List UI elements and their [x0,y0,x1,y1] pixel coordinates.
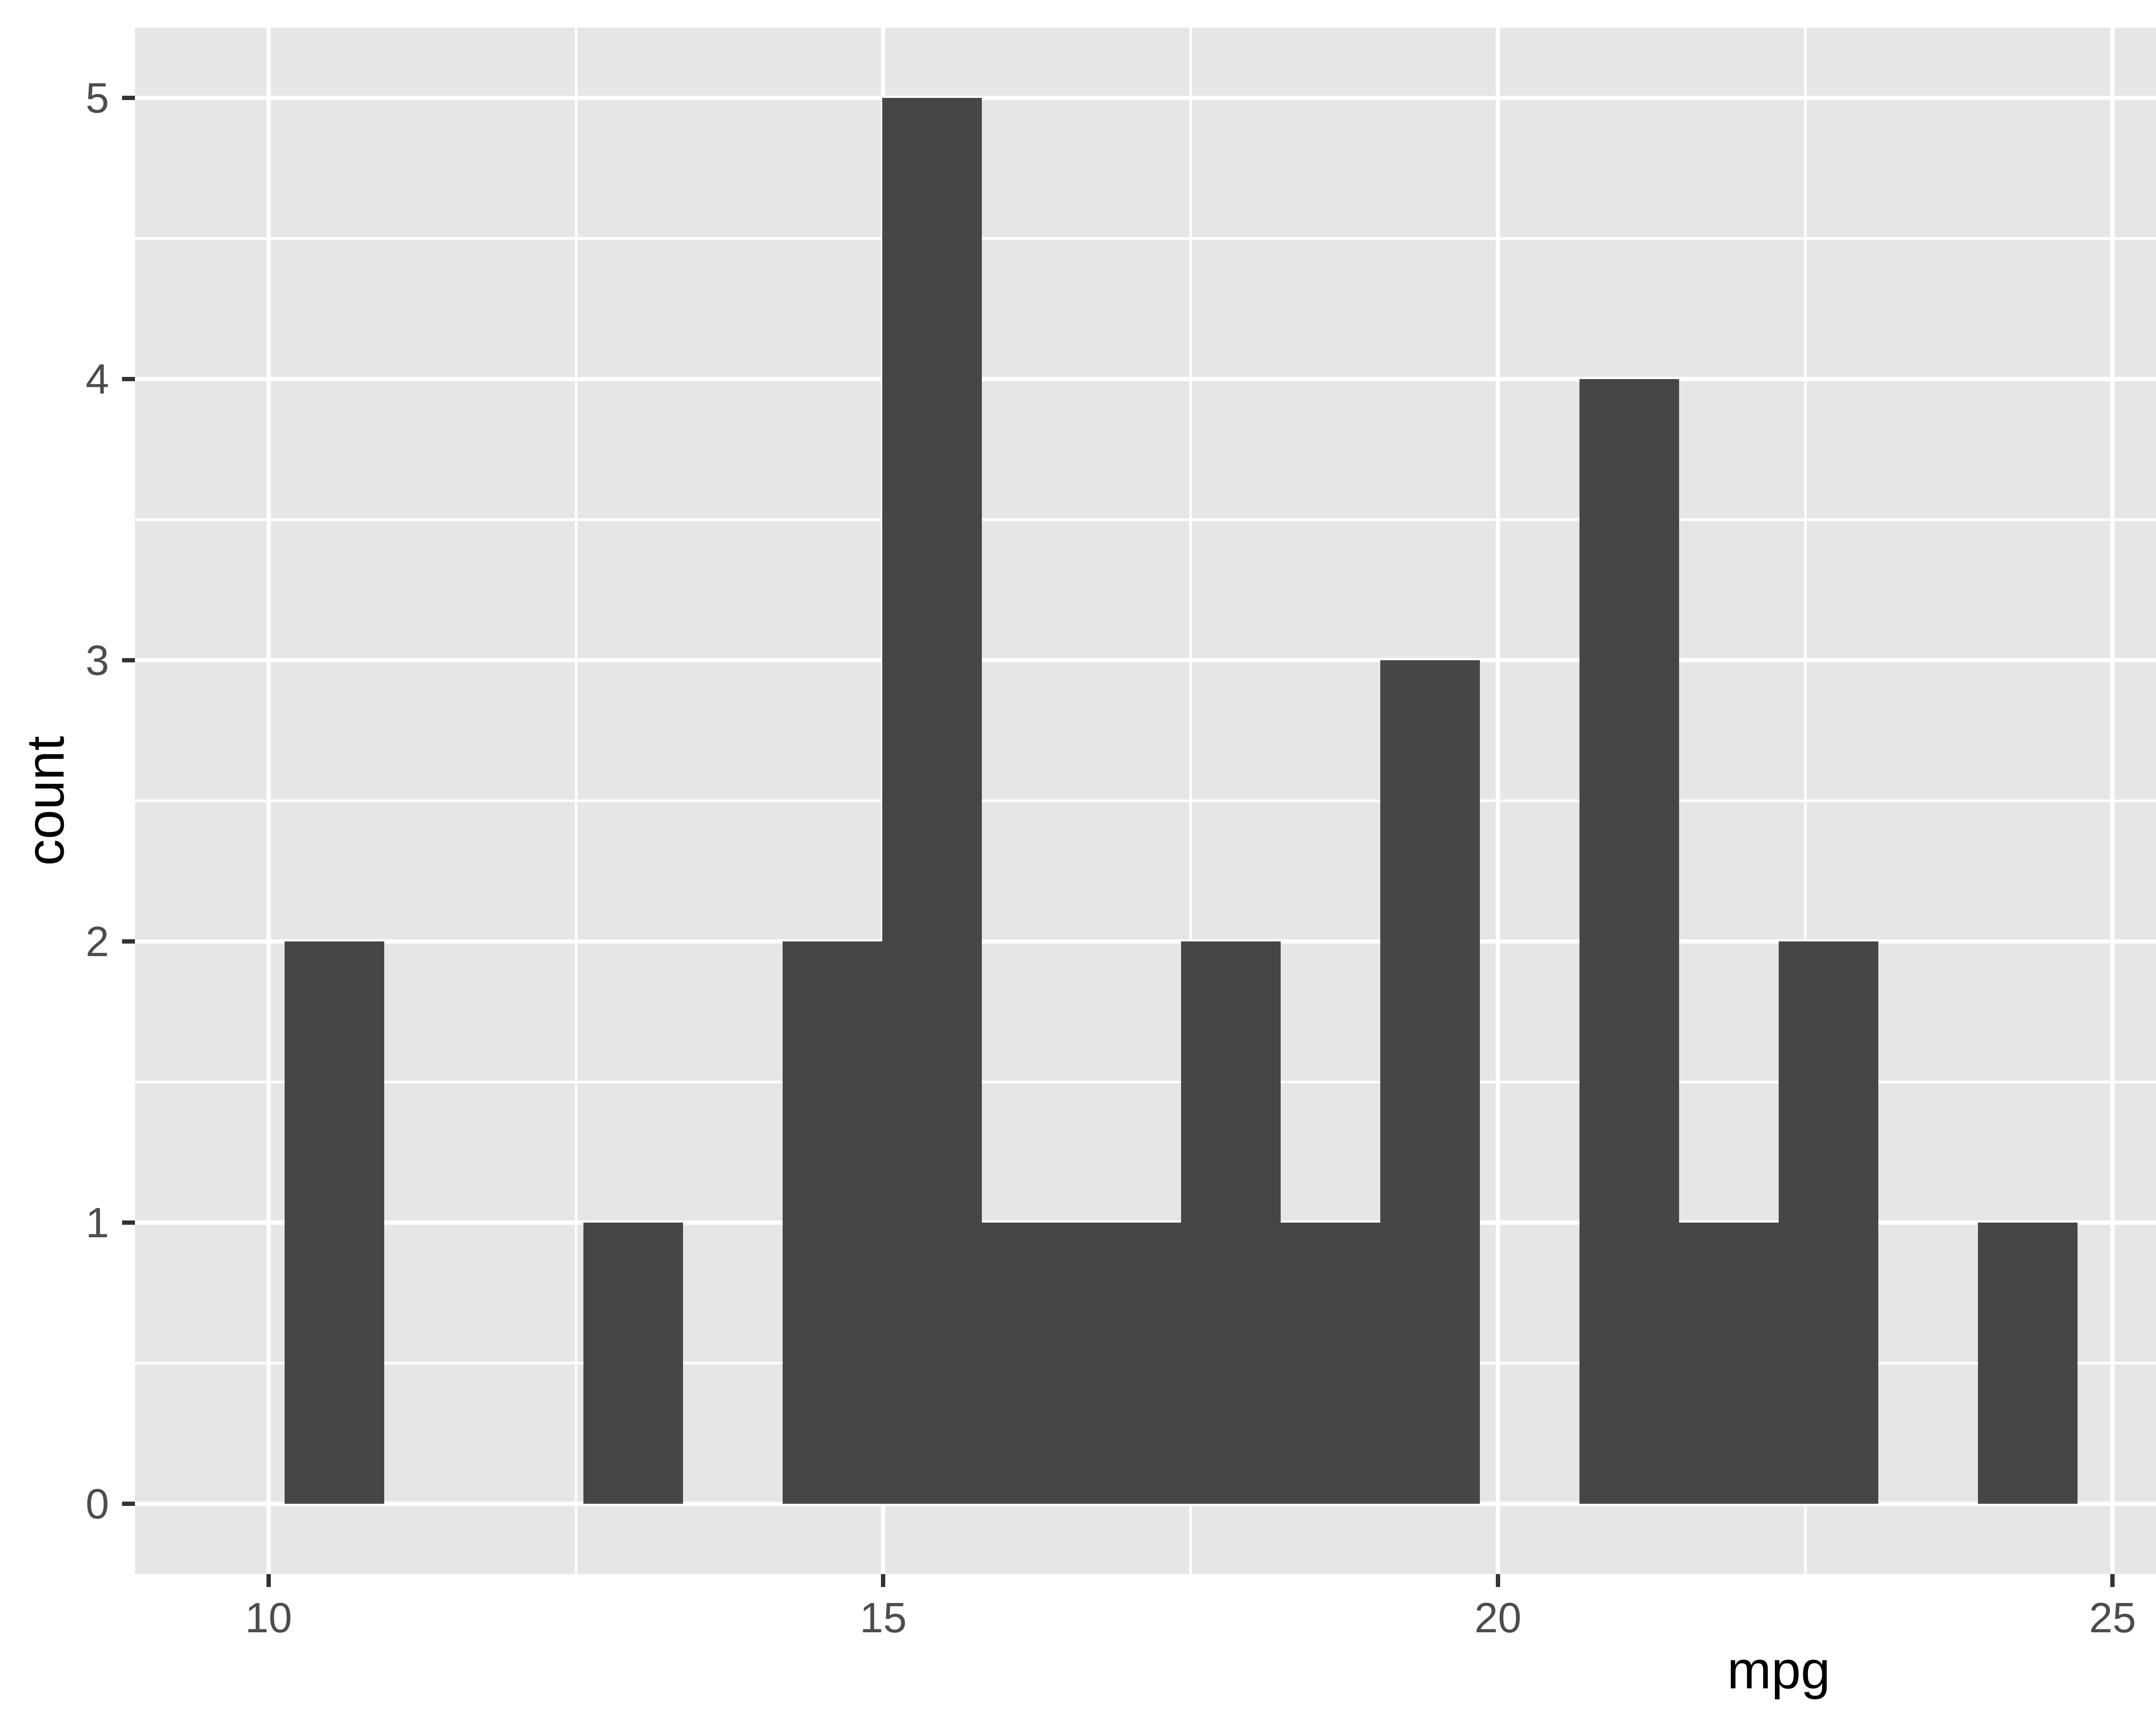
histogram-bar [1579,379,1680,1504]
y-major-gridline [135,658,2156,662]
y-tick-label: 0 [85,1480,109,1527]
y-major-gridline [135,377,2156,381]
histogram-bar [284,941,384,1504]
y-minor-gridline [135,800,2156,802]
histogram-bar [1978,1223,2078,1504]
x-tick-mark [1495,1574,1500,1587]
x-major-gridline [2110,28,2115,1574]
y-tick-label: 3 [85,637,109,684]
histogram-bar [1081,1223,1181,1504]
y-tick-label: 1 [85,1199,109,1246]
histogram-bar [583,1223,683,1504]
y-tick-label: 2 [85,918,109,965]
histogram-bar [1380,660,1480,1504]
x-tick-label: 15 [859,1594,907,1641]
y-tick-mark [122,1220,135,1225]
y-axis-title: count [16,736,75,866]
y-tick-label: 5 [85,74,109,122]
y-tick-mark [122,1502,135,1506]
histogram-bar [882,98,982,1504]
histogram-bar [1679,1223,1779,1504]
y-major-gridline [135,96,2156,100]
x-tick-mark [2110,1574,2115,1587]
x-tick-mark [266,1574,271,1587]
y-tick-mark [122,658,135,662]
x-tick-label: 20 [1474,1594,1522,1641]
histogram-bar [1181,941,1281,1504]
x-major-gridline [266,28,271,1574]
histogram-bar [982,1223,1081,1504]
y-minor-gridline [135,1081,2156,1083]
y-tick-label: 4 [85,355,109,403]
x-tick-label: 25 [2089,1594,2136,1641]
x-tick-label: 10 [245,1594,292,1641]
histogram-bar [782,941,882,1504]
x-tick-mark [881,1574,886,1587]
y-tick-mark [122,939,135,944]
y-minor-gridline [135,237,2156,240]
y-tick-mark [122,377,135,381]
histogram-bar [1281,1223,1380,1504]
plot-panel [135,28,2156,1574]
y-minor-gridline [135,518,2156,521]
y-tick-mark [122,96,135,100]
x-axis-title: mpg [1727,1641,1830,1700]
x-major-gridline [1495,28,1500,1574]
y-major-gridline [135,1502,2156,1506]
histogram-bar [1779,941,1879,1504]
y-major-gridline [135,939,2156,944]
